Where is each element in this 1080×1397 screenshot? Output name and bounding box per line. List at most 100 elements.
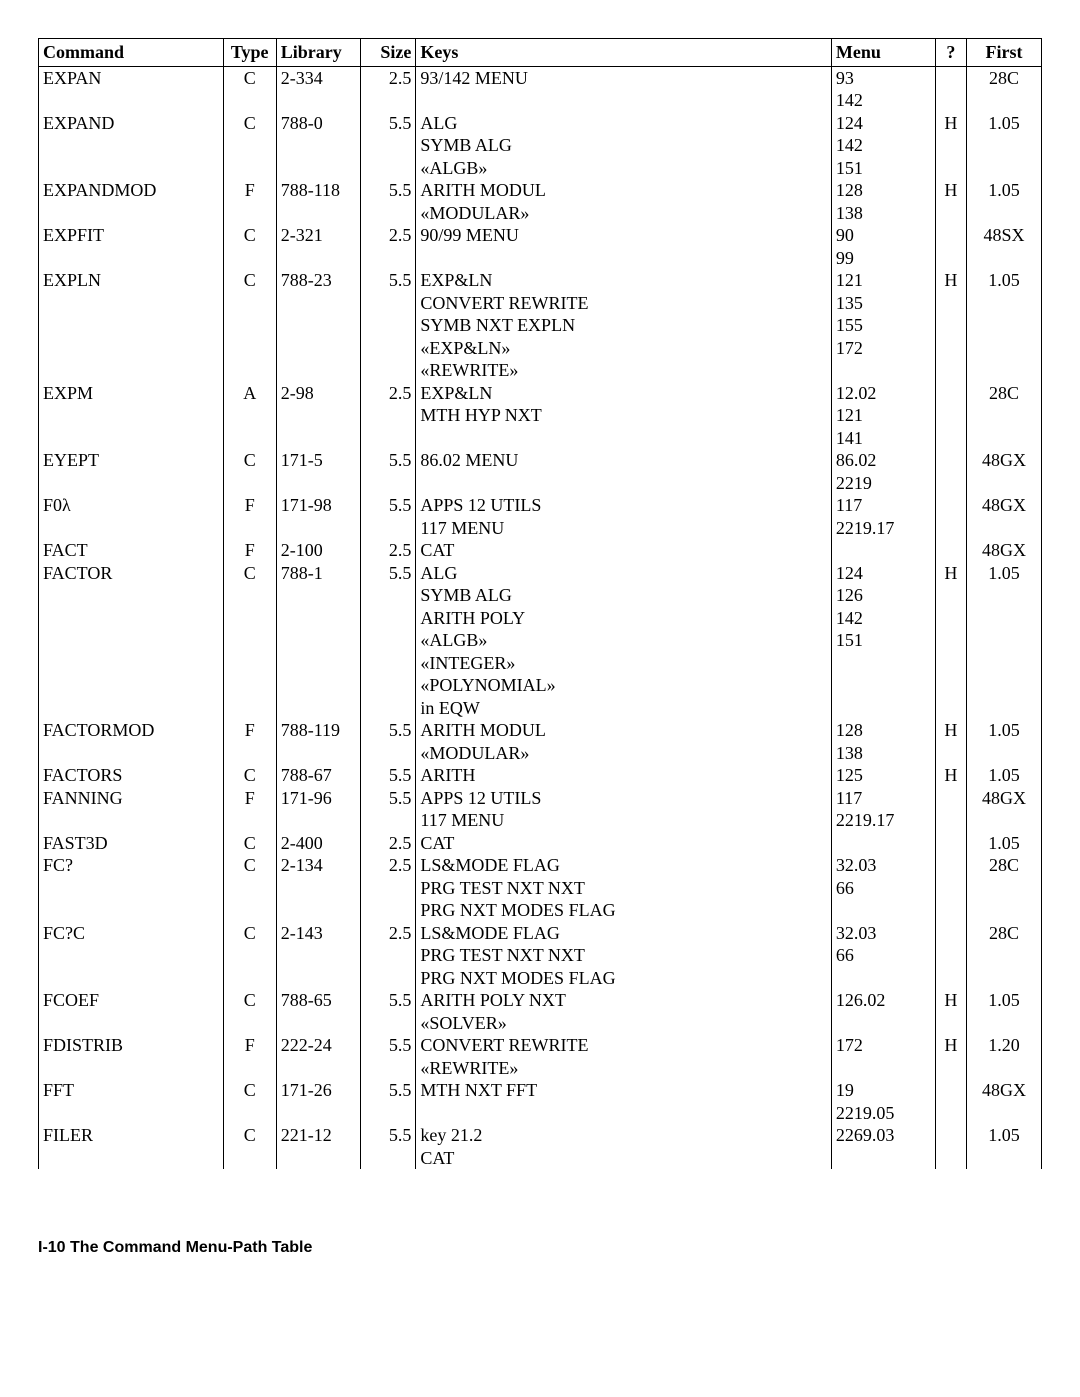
table-row: «REWRITE» xyxy=(39,1057,1042,1080)
table-cell: 48SX xyxy=(966,224,1041,247)
table-cell: CONVERT REWRITE xyxy=(416,1034,832,1057)
table-row: 2219.05 xyxy=(39,1102,1042,1125)
table-cell xyxy=(935,539,966,562)
table-row: FAST3DC2-4002.5CAT1.05 xyxy=(39,832,1042,855)
table-cell: F xyxy=(223,494,276,517)
table-cell: 117 xyxy=(831,787,935,810)
table-row: 99 xyxy=(39,247,1042,270)
table-cell: 1.20 xyxy=(966,1034,1041,1057)
table-cell xyxy=(966,202,1041,225)
table-row: «MODULAR»138 xyxy=(39,202,1042,225)
table-row: PRG TEST NXT NXT66 xyxy=(39,944,1042,967)
table-cell xyxy=(223,1102,276,1125)
table-cell: EXPAND xyxy=(39,112,224,135)
table-cell xyxy=(831,359,935,382)
table-cell: 121 xyxy=(831,269,935,292)
table-row: SYMB NXT EXPLN155 xyxy=(39,314,1042,337)
table-cell xyxy=(360,157,415,180)
table-cell xyxy=(966,607,1041,630)
table-cell: 788-1 xyxy=(276,562,360,585)
col-header-library: Library xyxy=(276,39,360,67)
table-cell: C xyxy=(223,854,276,877)
table-cell xyxy=(935,1012,966,1035)
table-row: FANNINGF171-965.5APPS 12 UTILS11748GX xyxy=(39,787,1042,810)
table-cell: FAST3D xyxy=(39,832,224,855)
table-cell xyxy=(39,247,224,270)
table-cell: H xyxy=(935,719,966,742)
table-row: «MODULAR»138 xyxy=(39,742,1042,765)
table-cell xyxy=(831,899,935,922)
table-cell xyxy=(223,292,276,315)
table-cell xyxy=(276,157,360,180)
table-cell xyxy=(223,427,276,450)
table-cell: 66 xyxy=(831,877,935,900)
table-row: FFTC171-265.5MTH NXT FFT1948GX xyxy=(39,1079,1042,1102)
table-cell xyxy=(831,967,935,990)
table-cell: 788-119 xyxy=(276,719,360,742)
table-cell: ARITH xyxy=(416,764,832,787)
table-cell: 142 xyxy=(831,134,935,157)
table-cell xyxy=(276,967,360,990)
table-row: FCOEFC788-655.5ARITH POLY NXT126.02H1.05 xyxy=(39,989,1042,1012)
table-cell xyxy=(360,404,415,427)
table-cell xyxy=(935,742,966,765)
table-row: FACTORMODF788-1195.5ARITH MODUL128H1.05 xyxy=(39,719,1042,742)
table-cell xyxy=(935,157,966,180)
table-row: «REWRITE» xyxy=(39,359,1042,382)
table-cell: C xyxy=(223,269,276,292)
table-cell xyxy=(360,652,415,675)
table-cell: 788-118 xyxy=(276,179,360,202)
table-cell: F xyxy=(223,179,276,202)
table-cell xyxy=(935,1147,966,1170)
table-cell: 5.5 xyxy=(360,1079,415,1102)
table-cell xyxy=(966,314,1041,337)
table-cell: PRG TEST NXT NXT xyxy=(416,877,832,900)
table-cell: 2-400 xyxy=(276,832,360,855)
table-row: in EQW xyxy=(39,697,1042,720)
table-cell: 2-100 xyxy=(276,539,360,562)
table-cell: «INTEGER» xyxy=(416,652,832,675)
table-cell xyxy=(935,427,966,450)
table-cell: C xyxy=(223,224,276,247)
table-cell: 788-65 xyxy=(276,989,360,1012)
table-cell xyxy=(935,854,966,877)
table-cell xyxy=(935,66,966,89)
table-cell xyxy=(935,224,966,247)
table-cell xyxy=(223,314,276,337)
table-cell xyxy=(966,584,1041,607)
table-cell: C xyxy=(223,449,276,472)
table-cell xyxy=(935,1124,966,1147)
table-cell xyxy=(966,742,1041,765)
table-cell: «ALGB» xyxy=(416,157,832,180)
table-cell xyxy=(966,472,1041,495)
table-cell xyxy=(276,629,360,652)
table-cell xyxy=(966,292,1041,315)
table-cell: H xyxy=(935,269,966,292)
table-cell xyxy=(223,967,276,990)
table-cell: SYMB NXT EXPLN xyxy=(416,314,832,337)
table-cell: 2219 xyxy=(831,472,935,495)
table-cell xyxy=(360,134,415,157)
table-cell xyxy=(966,1147,1041,1170)
table-cell xyxy=(935,899,966,922)
table-cell xyxy=(831,652,935,675)
table-row: FILERC221-125.5key 21.22269.031.05 xyxy=(39,1124,1042,1147)
table-cell: 171-26 xyxy=(276,1079,360,1102)
table-cell xyxy=(966,134,1041,157)
table-cell: 2-321 xyxy=(276,224,360,247)
table-row: FC?C2-1342.5LS&MODE FLAG32.0328C xyxy=(39,854,1042,877)
table-cell xyxy=(276,742,360,765)
table-cell: FACTOR xyxy=(39,562,224,585)
table-cell xyxy=(416,89,832,112)
table-cell xyxy=(360,1012,415,1035)
table-cell xyxy=(360,742,415,765)
table-row: «INTEGER» xyxy=(39,652,1042,675)
table-cell: 141 xyxy=(831,427,935,450)
table-cell xyxy=(223,359,276,382)
table-cell xyxy=(276,899,360,922)
table-cell: 221-12 xyxy=(276,1124,360,1147)
table-cell: 5.5 xyxy=(360,112,415,135)
table-cell: 124 xyxy=(831,562,935,585)
table-cell xyxy=(223,1057,276,1080)
table-cell xyxy=(39,607,224,630)
